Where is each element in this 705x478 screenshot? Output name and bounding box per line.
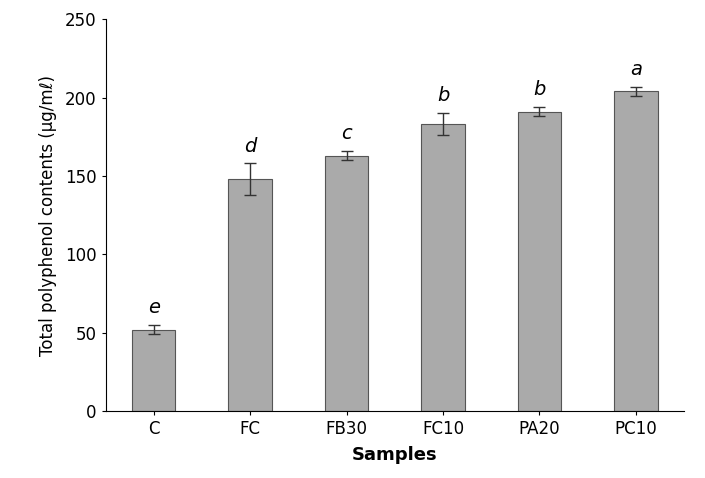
Text: b: b (437, 87, 449, 105)
Bar (132, 329, 176, 411)
Y-axis label: Total polyphenol contents (μg/mℓ): Total polyphenol contents (μg/mℓ) (39, 75, 57, 356)
Text: d: d (244, 137, 257, 155)
Bar (517, 112, 561, 411)
Bar (422, 124, 465, 411)
Text: a: a (630, 60, 642, 79)
Bar (325, 155, 368, 411)
X-axis label: Samples: Samples (352, 446, 438, 465)
Bar (614, 91, 658, 411)
Text: b: b (533, 80, 546, 99)
Text: c: c (341, 124, 352, 143)
Bar (228, 179, 272, 411)
Text: e: e (148, 298, 160, 317)
